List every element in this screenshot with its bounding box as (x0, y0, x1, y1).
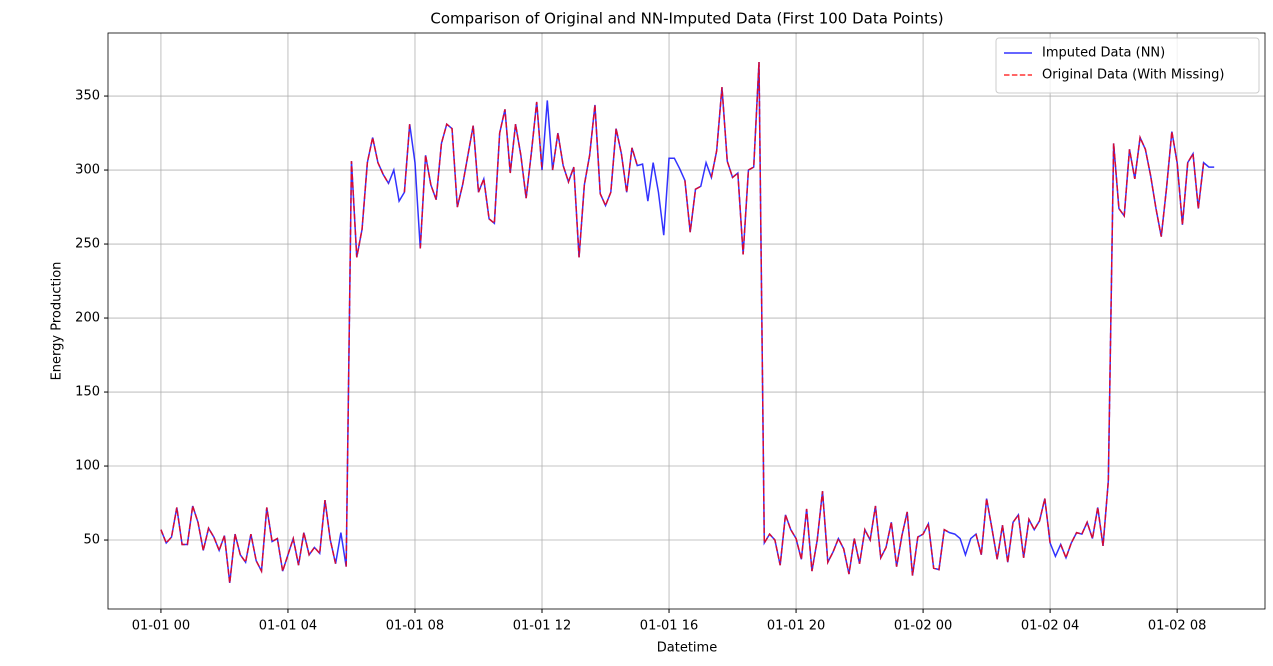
y-tick-label: 50 (83, 533, 100, 548)
legend: Imputed Data (NN) Original Data (With Mis… (995, 37, 1260, 94)
x-tick-label: 01-01 00 (132, 619, 190, 634)
data-line (160, 61, 1215, 584)
x-axis-label: Datetime (657, 641, 717, 656)
legend-frame (995, 37, 1260, 94)
y-tick-label: 300 (75, 163, 100, 178)
x-tick-label: 01-02 00 (894, 619, 952, 634)
x-tick-label: 01-01 20 (767, 619, 825, 634)
x-tick-label: 01-01 12 (513, 619, 571, 634)
x-tick-label: 01-01 04 (259, 619, 317, 634)
y-tick-label: 250 (75, 237, 100, 252)
legend-label: Imputed Data (NN) (1042, 46, 1165, 61)
legend-label: Original Data (With Missing) (1042, 68, 1224, 83)
x-tick-label: 01-01 16 (640, 619, 698, 634)
x-tick-label: 01-01 08 (386, 619, 444, 634)
y-axis-label: Energy Production (50, 262, 65, 381)
x-tick-label: 01-02 08 (1148, 619, 1206, 634)
y-tick-label: 100 (75, 459, 100, 474)
y-tick-label: 350 (75, 89, 100, 104)
y-tick-label: 200 (75, 311, 100, 326)
y-tick-label: 150 (75, 385, 100, 400)
x-tick-label: 01-02 04 (1021, 619, 1079, 634)
plot-frame (107, 32, 1266, 610)
chart-title: Comparison of Original and NN-Imputed Da… (430, 10, 943, 28)
data-line (160, 61, 1205, 584)
